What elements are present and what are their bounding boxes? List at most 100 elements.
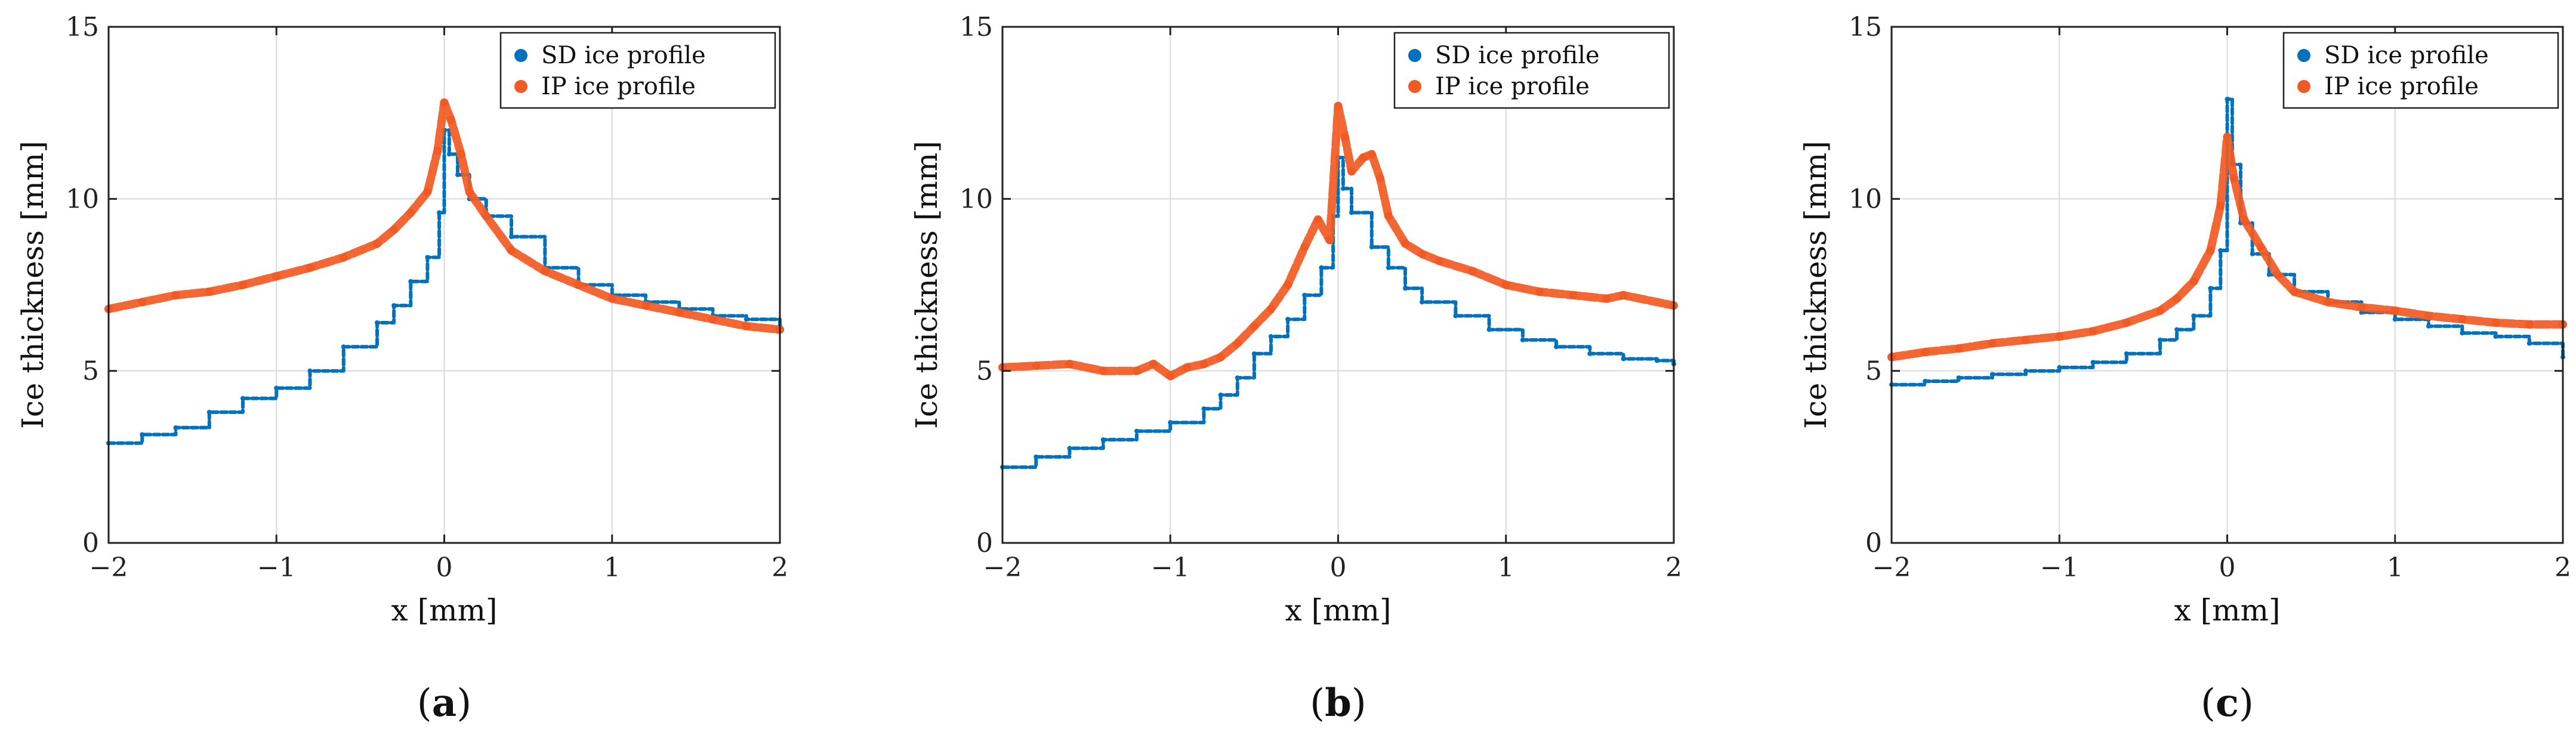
data-point-ip — [2239, 215, 2248, 224]
x-axis-label: x [mm] — [391, 593, 498, 628]
data-point-sd — [2174, 327, 2180, 332]
data-point-sd — [1218, 393, 1223, 398]
data-point-sd — [2191, 313, 2196, 319]
y-tick-label: 5 — [976, 356, 993, 387]
data-point-ip — [482, 212, 490, 221]
data-point-sd — [1923, 378, 1928, 384]
data-point-sd — [1302, 292, 1307, 298]
data-point-ip — [1569, 291, 1578, 299]
data-point-ip — [1284, 280, 1292, 289]
data-point-sd — [375, 320, 380, 325]
data-point-sd — [1340, 186, 1346, 192]
data-point-ip — [1250, 322, 1258, 331]
legend-marker — [2297, 80, 2310, 93]
data-point-ip — [2273, 270, 2282, 279]
y-tick-label: 5 — [82, 356, 99, 387]
data-point-ip — [2458, 315, 2467, 324]
data-point-sd — [1067, 446, 1072, 451]
data-point-ip — [708, 315, 717, 324]
x-tick-label: −2 — [983, 552, 1022, 583]
data-point-ip — [1602, 294, 1611, 303]
legend-box — [2282, 32, 2559, 109]
data-point-sd — [2225, 97, 2230, 102]
y-axis-label: Ice thickness [mm] — [909, 141, 944, 429]
data-point-ip — [2256, 243, 2265, 252]
legend-entry: SD ice profile — [541, 42, 706, 69]
data-point-ip — [641, 301, 650, 310]
legend-box — [1393, 32, 1670, 109]
data-point-ip — [1434, 257, 1443, 265]
data-point-sd — [1654, 358, 1659, 363]
data-point-sd — [2218, 248, 2223, 253]
data-point-sd — [1235, 375, 1240, 381]
data-point-ip — [2229, 174, 2238, 183]
data-point-ip — [1359, 153, 1368, 162]
data-point-sd — [425, 255, 430, 260]
panel-label: (b) — [1310, 681, 1366, 725]
data-point-ip — [2189, 277, 2198, 286]
data-point-ip — [2390, 306, 2399, 315]
legend-entry: SD ice profile — [2324, 42, 2489, 69]
data-point-sd — [1486, 327, 1492, 332]
data-point-ip — [1325, 236, 1334, 245]
data-point-sd — [2057, 365, 2062, 370]
data-point-ip — [2088, 327, 2097, 336]
data-point-sd — [1554, 344, 1559, 350]
data-point-sd — [1285, 317, 1291, 322]
data-point-sd — [140, 432, 145, 437]
legend-entry: IP ice profile — [2324, 73, 2479, 100]
y-tick-label: 10 — [960, 184, 993, 214]
data-point-ip — [2223, 132, 2232, 141]
data-point-sd — [2158, 337, 2162, 342]
data-point-sd — [1269, 334, 1273, 339]
data-point-ip — [2357, 302, 2366, 311]
data-point-ip — [2122, 318, 2131, 327]
data-point-sd — [2266, 272, 2272, 277]
data-point-ip — [1340, 132, 1349, 141]
data-point-ip — [205, 288, 214, 297]
y-tick-label: 10 — [66, 184, 99, 214]
data-point-sd — [274, 385, 279, 391]
data-point-ip — [1199, 360, 1208, 369]
data-point-sd — [1100, 437, 1106, 442]
data-point-ip — [1032, 362, 1041, 370]
data-point-ip — [1535, 288, 1544, 297]
data-point-sd — [1420, 299, 1425, 305]
data-point-ip — [1347, 167, 1356, 176]
data-point-sd — [173, 425, 178, 430]
x-tick-label: 0 — [2219, 552, 2236, 583]
data-point-ip — [2290, 288, 2299, 297]
data-point-ip — [574, 280, 583, 289]
y-tick-label: 0 — [976, 528, 993, 558]
y-tick-label: 15 — [66, 12, 99, 42]
data-point-ip — [1401, 239, 1409, 248]
data-point-sd — [446, 152, 452, 157]
data-point-sd — [2392, 317, 2398, 322]
data-point-ip — [2206, 246, 2215, 255]
data-point-ip — [456, 150, 465, 159]
data-point-ip — [2525, 320, 2534, 329]
legend-entry: IP ice profile — [541, 73, 696, 100]
data-point-ip — [306, 263, 314, 272]
data-point-ip — [433, 146, 442, 155]
data-point-sd — [2493, 334, 2498, 339]
data-point-sd — [206, 409, 212, 415]
x-tick-label: 1 — [604, 552, 621, 583]
data-point-ip — [1334, 101, 1343, 110]
data-point-ip — [1375, 174, 1384, 183]
legend-marker — [1408, 80, 1421, 93]
x-tick-label: 2 — [1665, 552, 1682, 583]
x-tick-label: 2 — [772, 552, 788, 583]
data-point-ip — [2491, 318, 2500, 327]
x-tick-label: 2 — [2555, 552, 2571, 583]
data-point-ip — [465, 187, 474, 196]
data-point-ip — [1313, 215, 1322, 224]
panel-label: (c) — [2201, 681, 2254, 725]
data-point-ip — [1149, 360, 1158, 369]
x-tick-label: −1 — [1151, 552, 1190, 583]
data-point-sd — [1168, 420, 1173, 425]
series-line-ip — [998, 101, 1678, 381]
data-point-sd — [2023, 368, 2028, 373]
data-point-sd — [455, 172, 460, 177]
y-axis-label: Ice thickness [mm] — [1798, 141, 1833, 429]
